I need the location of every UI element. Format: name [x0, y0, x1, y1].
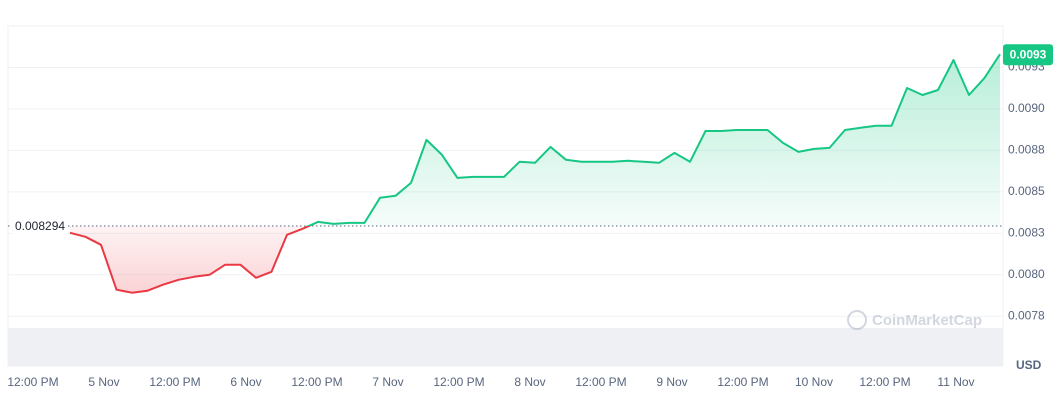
x-tick-label: 6 Nov	[230, 375, 261, 389]
x-tick-label: 7 Nov	[372, 375, 403, 389]
current-price-label: 0.0093	[1010, 47, 1047, 61]
watermark-group: CoinMarketCap	[847, 310, 982, 330]
y-tick-label: 0.0078	[1008, 308, 1045, 322]
x-tick-label: 12:00 PM	[859, 375, 910, 389]
current-price-badge	[1003, 44, 1053, 66]
x-tick-label: 9 Nov	[656, 375, 687, 389]
baseline-label: 0.008294	[15, 219, 65, 233]
watermark: CoinMarketCap	[872, 312, 982, 329]
x-tick-label: 5 Nov	[88, 375, 119, 389]
y-tick-label: 0.0083	[1008, 225, 1045, 239]
x-tick-label: 10 Nov	[795, 375, 833, 389]
y-tick-label: 0.0085	[1008, 184, 1045, 198]
watermark-logo	[847, 310, 867, 330]
series: 0.008294 0.0093	[8, 44, 1053, 294]
x-tick-label: 8 Nov	[514, 375, 545, 389]
x-tick-label: 12:00 PM	[149, 375, 200, 389]
x-tick-label: 12:00 PM	[7, 375, 58, 389]
area	[70, 54, 1000, 293]
x-tick-label: 11 Nov	[937, 375, 974, 389]
baseline-label-bg	[12, 218, 68, 235]
currency-label: USD	[1016, 358, 1042, 372]
price-line	[69, 53, 1001, 294]
y-tick-label: 0.0080	[1008, 267, 1045, 281]
x-tick-label: 12:00 PM	[433, 375, 484, 389]
x-tick-label: 12:00 PM	[575, 375, 626, 389]
y-tick-label: 0.0090	[1008, 101, 1045, 115]
x-tick-label: 12:00 PM	[717, 375, 768, 389]
y-tick-label: 0.0088	[1008, 143, 1045, 157]
x-tick-label: 12:00 PM	[291, 375, 342, 389]
volume-band	[8, 328, 1003, 366]
